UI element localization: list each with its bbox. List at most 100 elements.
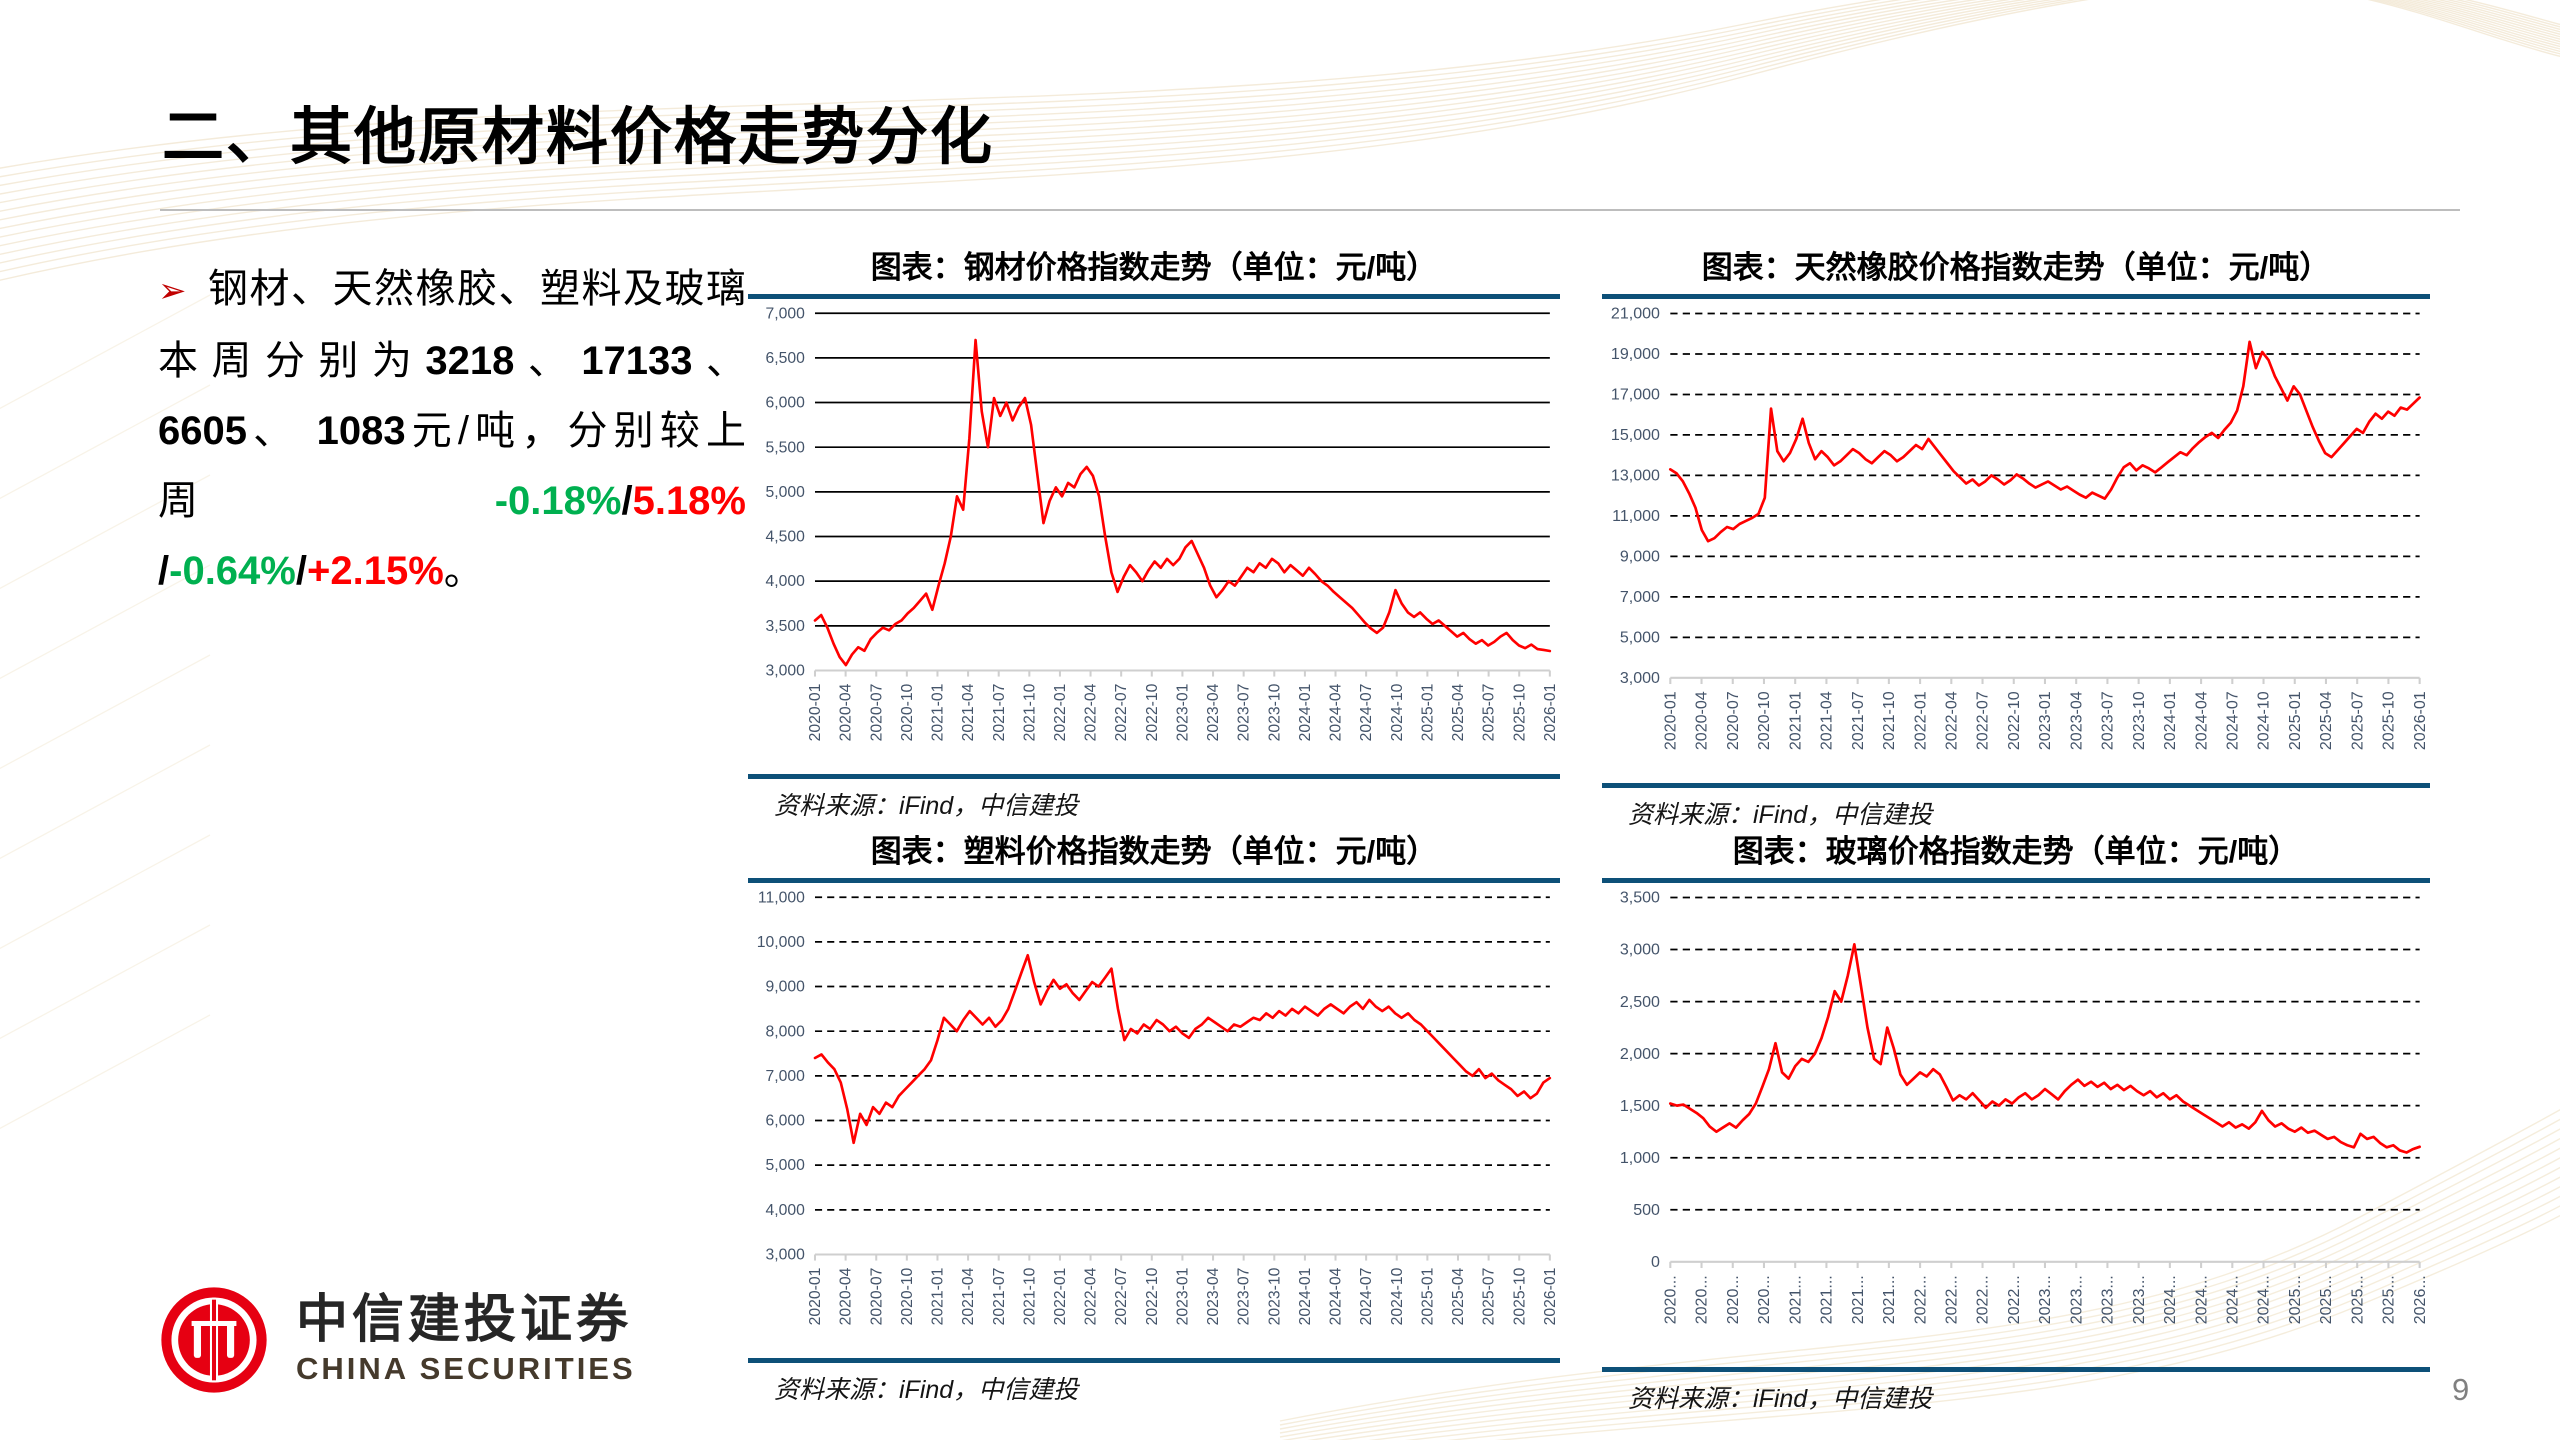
svg-text:2022-10: 2022-10 — [2005, 691, 2023, 750]
svg-text:2022-01: 2022-01 — [1052, 684, 1069, 742]
svg-text:2023-07: 2023-07 — [1236, 1268, 1253, 1326]
chart-steel-title: 图表：钢材价格指数走势（单位：元/吨） — [870, 250, 1438, 285]
logo-text-chinese: 中信建投证券 — [296, 1290, 633, 1349]
svg-text:2022...: 2022... — [1974, 1275, 1992, 1324]
svg-text:2022-10: 2022-10 — [1144, 683, 1161, 741]
svg-text:2020...: 2020... — [1661, 1275, 1679, 1324]
svg-text:3,500: 3,500 — [1620, 889, 1660, 907]
svg-text:2020-04: 2020-04 — [838, 1267, 855, 1325]
svg-text:2024-01: 2024-01 — [1297, 1268, 1314, 1326]
svg-text:2024-07: 2024-07 — [2223, 691, 2241, 750]
svg-text:2025-04: 2025-04 — [1450, 1267, 1467, 1325]
svg-text:3,000: 3,000 — [1620, 669, 1660, 687]
svg-text:6,500: 6,500 — [765, 350, 805, 367]
svg-text:2024-01: 2024-01 — [2161, 691, 2179, 750]
svg-text:2026-01: 2026-01 — [1542, 1268, 1559, 1326]
chart-steel-bottom-rule — [748, 774, 1560, 780]
svg-text:2021-07: 2021-07 — [1849, 691, 1867, 750]
svg-text:2024-04: 2024-04 — [1328, 683, 1345, 741]
svg-text:2021-10: 2021-10 — [1021, 683, 1038, 741]
svg-text:2024-04: 2024-04 — [2192, 691, 2210, 750]
svg-text:2020-10: 2020-10 — [899, 683, 916, 741]
svg-text:3,000: 3,000 — [765, 663, 805, 680]
svg-text:2022-07: 2022-07 — [1113, 1268, 1130, 1326]
svg-text:2025-07: 2025-07 — [2348, 691, 2366, 750]
svg-text:2020-07: 2020-07 — [868, 684, 885, 742]
chart-glass-panel: 图表：玻璃价格指数走势（单位：元/吨） 0 500 1,000 1,500 2,000 2… — [1602, 826, 2430, 1415]
chart-rubber-source: 资料来源：iFind，中信建投 — [1628, 801, 1933, 830]
svg-text:2023-04: 2023-04 — [1205, 683, 1222, 741]
svg-text:2024...: 2024... — [2192, 1275, 2210, 1324]
svg-text:2020-01: 2020-01 — [807, 684, 824, 742]
svg-text:2021-07: 2021-07 — [991, 684, 1008, 742]
svg-text:7,000: 7,000 — [765, 1068, 805, 1085]
svg-text:2020-01: 2020-01 — [807, 1268, 824, 1326]
svg-text:2025-07: 2025-07 — [1481, 684, 1498, 742]
svg-text:2024-10: 2024-10 — [1389, 683, 1406, 741]
svg-text:2026-01: 2026-01 — [1542, 684, 1559, 742]
svg-text:2021-04: 2021-04 — [1818, 691, 1836, 750]
svg-text:17,000: 17,000 — [1611, 386, 1660, 404]
svg-text:5,500: 5,500 — [765, 439, 805, 456]
svg-text:2023-04: 2023-04 — [1205, 1267, 1222, 1325]
svg-text:0: 0 — [1651, 1253, 1660, 1271]
svg-text:2023...: 2023... — [2036, 1275, 2054, 1324]
svg-text:2022-07: 2022-07 — [1974, 691, 1992, 750]
svg-text:5,000: 5,000 — [1620, 629, 1660, 647]
svg-text:2024...: 2024... — [2161, 1275, 2179, 1324]
svg-text:2024-04: 2024-04 — [1328, 1267, 1345, 1325]
svg-text:7,000: 7,000 — [765, 305, 805, 322]
svg-text:8,000: 8,000 — [765, 1023, 805, 1040]
svg-text:2021...: 2021... — [1880, 1275, 1898, 1324]
page-number: 9 — [2452, 1372, 2470, 1407]
svg-text:2021...: 2021... — [1786, 1275, 1804, 1324]
svg-text:6,000: 6,000 — [765, 1113, 805, 1130]
svg-text:9,000: 9,000 — [765, 979, 805, 996]
svg-text:2022-01: 2022-01 — [1052, 1268, 1069, 1326]
svg-text:2024...: 2024... — [2255, 1275, 2273, 1324]
svg-text:2025-04: 2025-04 — [1450, 683, 1467, 741]
svg-text:3,500: 3,500 — [765, 618, 805, 635]
svg-text:5,000: 5,000 — [765, 484, 805, 501]
svg-text:2021-04: 2021-04 — [960, 683, 977, 741]
svg-text:2023-07: 2023-07 — [1236, 684, 1253, 742]
svg-text:2020-07: 2020-07 — [868, 1268, 885, 1326]
svg-text:2022...: 2022... — [1942, 1275, 1960, 1324]
svg-text:2021...: 2021... — [1849, 1275, 1867, 1324]
svg-text:2024-10: 2024-10 — [2255, 691, 2273, 750]
svg-text:2025-01: 2025-01 — [2286, 691, 2304, 750]
title-divider — [160, 209, 2460, 211]
chart-steel-source: 资料来源：iFind，中信建投 — [774, 792, 1079, 821]
svg-text:2020-10: 2020-10 — [1755, 691, 1773, 750]
intro-text: 钢材、天然橡胶、塑料及玻璃本周分别为3218、17133、 6605、 1083… — [158, 267, 747, 593]
svg-text:2025-10: 2025-10 — [2380, 691, 2398, 750]
chart-steel-title-underline — [748, 294, 1560, 299]
bullet-arrow-icon: ➢ — [158, 272, 187, 310]
svg-text:2022-07: 2022-07 — [1113, 684, 1130, 742]
svg-text:2025...: 2025... — [2317, 1275, 2335, 1324]
svg-text:2020-10: 2020-10 — [899, 1267, 916, 1325]
svg-text:2024-01: 2024-01 — [1297, 684, 1314, 742]
svg-text:10,000: 10,000 — [757, 934, 805, 951]
svg-text:2022...: 2022... — [2005, 1275, 2023, 1324]
svg-text:6,000: 6,000 — [765, 395, 805, 412]
svg-text:2025-01: 2025-01 — [1419, 684, 1436, 742]
svg-text:2,000: 2,000 — [1620, 1045, 1660, 1063]
svg-text:2025-10: 2025-10 — [1511, 683, 1528, 741]
svg-text:2023-10: 2023-10 — [1266, 1267, 1283, 1325]
svg-text:2023...: 2023... — [2067, 1275, 2085, 1324]
svg-text:2021...: 2021... — [1818, 1275, 1836, 1324]
svg-text:2022-04: 2022-04 — [1942, 691, 1960, 750]
chart-rubber-title-underline — [1602, 294, 2430, 299]
svg-text:2021-01: 2021-01 — [930, 684, 947, 742]
steel-line-chart: 3,000 3,500 4,000 4,500 5,000 5,500 6,000 6,500… — [748, 299, 1560, 774]
glass-line-chart: 0 500 1,000 1,500 2,000 2,500 3,000 3,500 2020..… — [1602, 883, 2430, 1367]
company-logo: 中信建投证券 CHINA SECURITIES — [158, 1284, 636, 1396]
svg-text:2021-07: 2021-07 — [991, 1268, 1008, 1326]
svg-text:2023-04: 2023-04 — [2067, 691, 2085, 750]
svg-text:2022-04: 2022-04 — [1083, 683, 1100, 741]
svg-text:15,000: 15,000 — [1611, 426, 1660, 444]
svg-text:2022-10: 2022-10 — [1144, 1267, 1161, 1325]
svg-text:2021-01: 2021-01 — [1786, 691, 1804, 750]
svg-text:2024-07: 2024-07 — [1358, 1268, 1375, 1326]
